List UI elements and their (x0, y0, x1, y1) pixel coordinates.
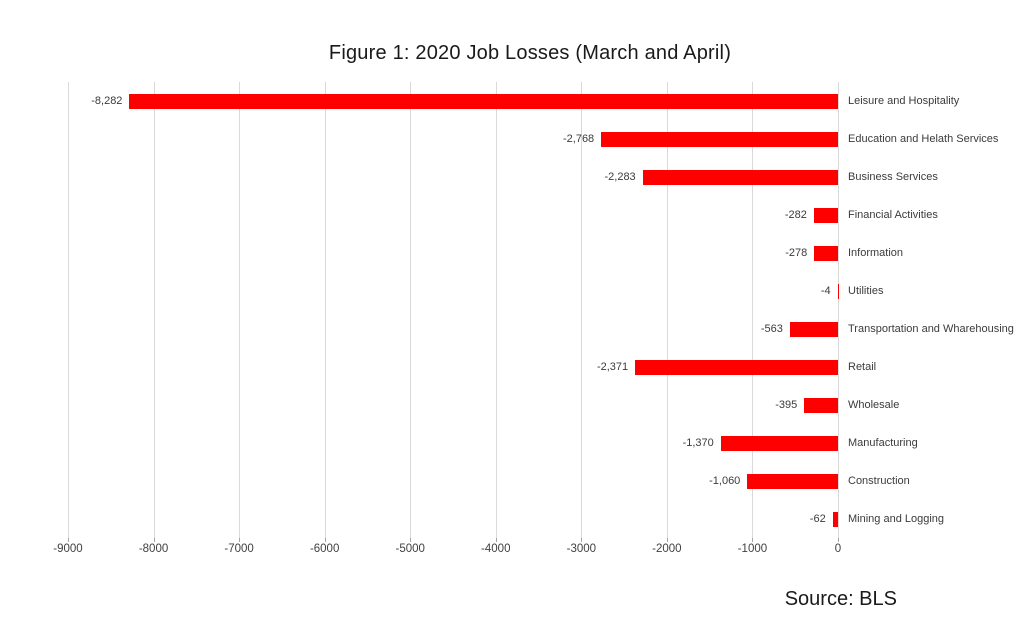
x-axis-tick-label: -2000 (652, 543, 682, 555)
x-axis-tick (153, 538, 155, 542)
x-axis-tick-label: -6000 (309, 543, 340, 555)
bar-value-label: -62 (809, 513, 826, 525)
category-label: Utilities (848, 285, 884, 297)
gridline (666, 82, 668, 538)
plot-area: -9000 -8000 -7000 -6000 -5000 -4000 -3000 -2000… (53, 82, 1014, 555)
x-axis-tick (495, 538, 497, 542)
category-label: Business Services (848, 171, 938, 183)
bar-value-label: -395 (775, 399, 798, 411)
gridline (495, 82, 497, 538)
category-label: Retail (848, 361, 877, 373)
bar (789, 321, 838, 337)
bar (129, 93, 838, 109)
x-axis-tick-label: -4000 (481, 543, 511, 555)
gridline (752, 82, 754, 538)
category-label: Education and Helath Services (848, 133, 999, 145)
gridline (324, 82, 326, 538)
bar (635, 359, 838, 375)
x-axis-tick-label: -7000 (224, 543, 254, 555)
bar-value-label: -2,283 (604, 171, 636, 183)
source-note: Source: BLS (784, 588, 897, 610)
bar (601, 131, 838, 147)
bar (814, 245, 838, 261)
bar (804, 397, 838, 413)
x-axis-tick-label: -8000 (138, 543, 169, 555)
x-axis-tick-label: -1000 (737, 543, 768, 555)
x-axis-tick-label: -3000 (566, 543, 597, 555)
bar-value-label: -282 (784, 209, 807, 221)
x-axis-tick (410, 538, 412, 542)
chart-title: Figure 1: 2020 Job Losses (March and Apr… (328, 42, 732, 64)
bar (813, 207, 838, 223)
gridline (581, 82, 583, 538)
x-axis-tick-label: -9000 (53, 543, 83, 555)
category-label: Leisure and Hospitality (848, 95, 960, 107)
category-label: Construction (848, 475, 910, 487)
bar-value-label: -1,060 (709, 475, 741, 487)
x-axis-tick-label: -5000 (395, 543, 425, 555)
category-label: Manufacturing (848, 437, 918, 449)
bar (747, 473, 838, 489)
gridline (239, 82, 241, 538)
x-axis-tick (239, 538, 241, 542)
gridline (410, 82, 412, 538)
category-label: Transportation and Wharehousing (848, 323, 1014, 335)
x-axis-tick (324, 538, 326, 542)
gridline (68, 82, 69, 538)
bar-value-label: -1,370 (682, 437, 714, 449)
bar (720, 435, 838, 451)
bar-value-label: -8,282 (91, 95, 123, 107)
category-label: Mining and Logging (848, 513, 945, 525)
category-label: Wholesale (848, 399, 900, 411)
bar-value-label: -2,371 (596, 361, 629, 373)
gridline (153, 82, 155, 538)
x-axis-tick (838, 538, 839, 542)
bar-value-label: -2,768 (562, 133, 595, 145)
bar (832, 511, 838, 527)
gridline (838, 82, 839, 538)
x-axis-tick (666, 538, 668, 542)
x-axis-tick-label: 0 (834, 543, 842, 555)
bar-value-label: -278 (785, 247, 808, 259)
x-axis-tick (752, 538, 754, 542)
bar-value-label: -4 (820, 285, 831, 297)
x-axis-tick (68, 538, 69, 542)
x-axis-tick (581, 538, 583, 542)
category-label: Financial Activities (848, 209, 938, 221)
bar (642, 169, 838, 185)
bar-value-label: -563 (760, 323, 783, 335)
category-label: Information (848, 247, 904, 259)
